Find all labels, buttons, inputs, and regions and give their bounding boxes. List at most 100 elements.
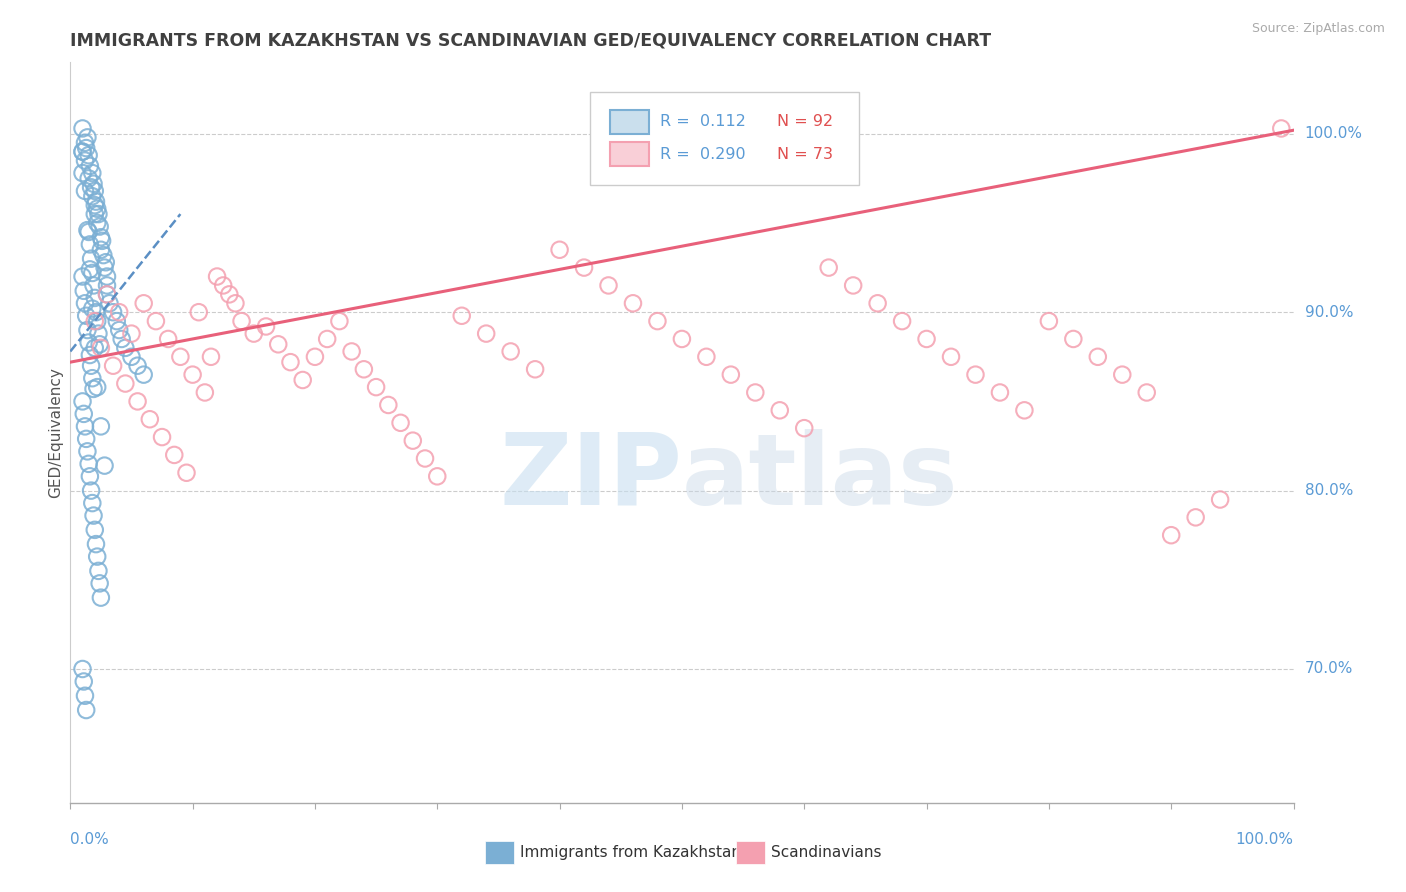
Point bbox=[83, 523, 105, 537]
FancyBboxPatch shape bbox=[591, 92, 859, 185]
Text: 100.0%: 100.0% bbox=[1305, 127, 1362, 141]
Point bbox=[1270, 121, 1292, 136]
Point bbox=[793, 421, 815, 435]
Point bbox=[243, 326, 266, 341]
Point bbox=[86, 380, 108, 394]
Text: 90.0%: 90.0% bbox=[1305, 305, 1353, 319]
Point bbox=[218, 287, 240, 301]
Point bbox=[73, 419, 96, 434]
Point bbox=[671, 332, 693, 346]
Point bbox=[413, 451, 436, 466]
Point bbox=[499, 344, 522, 359]
Point bbox=[93, 458, 115, 473]
Point bbox=[169, 350, 191, 364]
Text: R =  0.290: R = 0.290 bbox=[659, 147, 745, 161]
Point bbox=[205, 269, 228, 284]
Point bbox=[524, 362, 547, 376]
Point bbox=[86, 549, 108, 564]
Point bbox=[72, 269, 94, 284]
Point bbox=[572, 260, 595, 275]
Point bbox=[90, 419, 112, 434]
Point bbox=[82, 166, 104, 180]
Point bbox=[181, 368, 204, 382]
Point bbox=[83, 382, 105, 396]
Point bbox=[132, 296, 155, 310]
Point bbox=[73, 184, 96, 198]
Point bbox=[90, 341, 112, 355]
Text: atlas: atlas bbox=[682, 428, 959, 525]
Point bbox=[73, 407, 96, 421]
Point bbox=[73, 296, 96, 310]
Text: 100.0%: 100.0% bbox=[1236, 832, 1294, 847]
Point bbox=[769, 403, 792, 417]
Point bbox=[647, 314, 669, 328]
Point bbox=[75, 141, 97, 155]
Point bbox=[224, 296, 246, 310]
Point bbox=[87, 326, 110, 341]
Point bbox=[94, 255, 117, 269]
Point bbox=[1209, 492, 1232, 507]
Point bbox=[139, 412, 162, 426]
Point bbox=[77, 225, 100, 239]
Point bbox=[72, 166, 94, 180]
Point bbox=[98, 296, 121, 310]
Point bbox=[91, 248, 114, 262]
Point bbox=[1160, 528, 1182, 542]
Point bbox=[79, 159, 101, 173]
Point bbox=[127, 394, 149, 409]
Point bbox=[82, 301, 104, 316]
Point bbox=[84, 194, 107, 209]
Point bbox=[150, 430, 173, 444]
Text: ZIP: ZIP bbox=[499, 428, 682, 525]
Point bbox=[83, 508, 105, 523]
Point bbox=[866, 296, 889, 310]
Point bbox=[194, 385, 217, 400]
Point bbox=[254, 319, 277, 334]
Point bbox=[86, 202, 108, 216]
Point bbox=[105, 314, 128, 328]
Y-axis label: GED/Equivalency: GED/Equivalency bbox=[48, 368, 63, 498]
Point bbox=[426, 469, 449, 483]
Point bbox=[176, 466, 198, 480]
Point bbox=[101, 359, 124, 373]
Point bbox=[82, 266, 104, 280]
Point bbox=[108, 305, 131, 319]
Text: 80.0%: 80.0% bbox=[1305, 483, 1353, 498]
FancyBboxPatch shape bbox=[735, 840, 765, 864]
Point bbox=[72, 145, 94, 159]
Point bbox=[73, 136, 96, 150]
Point bbox=[72, 394, 94, 409]
Point bbox=[87, 207, 110, 221]
Point bbox=[83, 198, 105, 212]
Point bbox=[598, 278, 620, 293]
Point bbox=[157, 332, 180, 346]
Point bbox=[82, 189, 104, 203]
Point bbox=[96, 287, 118, 301]
Point bbox=[1136, 385, 1159, 400]
Point bbox=[76, 223, 98, 237]
Point bbox=[842, 278, 865, 293]
Text: N = 92: N = 92 bbox=[778, 114, 834, 129]
Point bbox=[939, 350, 962, 364]
Point bbox=[377, 398, 399, 412]
Point bbox=[83, 184, 105, 198]
Text: R =  0.112: R = 0.112 bbox=[659, 114, 745, 129]
Point bbox=[77, 148, 100, 162]
Point bbox=[366, 380, 388, 394]
Text: 0.0%: 0.0% bbox=[70, 832, 110, 847]
Point bbox=[187, 305, 209, 319]
Point bbox=[695, 350, 717, 364]
Point bbox=[86, 314, 108, 328]
Point bbox=[86, 216, 108, 230]
Point bbox=[73, 674, 96, 689]
Point bbox=[450, 309, 472, 323]
Text: 70.0%: 70.0% bbox=[1305, 662, 1353, 676]
Point bbox=[77, 457, 100, 471]
Point bbox=[83, 278, 105, 293]
Point bbox=[90, 230, 112, 244]
Point bbox=[127, 359, 149, 373]
Point bbox=[90, 243, 112, 257]
Point bbox=[80, 252, 103, 266]
Point bbox=[340, 344, 363, 359]
Point bbox=[891, 314, 914, 328]
